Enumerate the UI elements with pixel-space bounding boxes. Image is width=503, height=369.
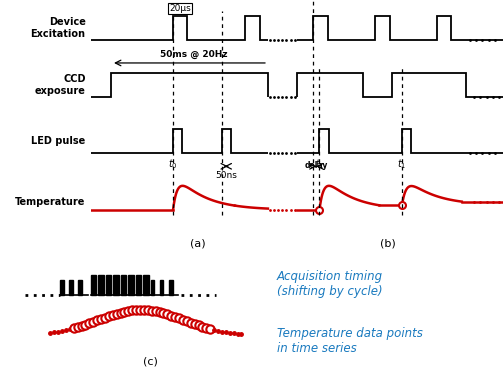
Bar [128, 275, 134, 295]
Bar [78, 280, 82, 295]
Bar [151, 280, 154, 295]
Text: (a): (a) [190, 239, 206, 249]
Text: 50ns: 50ns [215, 171, 237, 180]
Text: Temperature: Temperature [15, 197, 86, 207]
Bar [60, 280, 64, 295]
Text: $t_0$: $t_0$ [168, 158, 178, 171]
Text: $t_1$: $t_1$ [315, 158, 324, 171]
Bar [160, 280, 163, 295]
Bar [69, 280, 73, 295]
Text: CCD
exposure: CCD exposure [35, 74, 86, 96]
Bar [143, 275, 149, 295]
Text: Temperature data points
in time series: Temperature data points in time series [277, 327, 423, 355]
Text: (c): (c) [143, 356, 158, 366]
Text: 20μs: 20μs [169, 4, 191, 13]
Text: 50ms @ 20Hz: 50ms @ 20Hz [160, 50, 227, 59]
Text: LED pulse: LED pulse [31, 136, 86, 146]
Bar [113, 275, 119, 295]
Bar [169, 280, 173, 295]
Text: delay: delay [305, 162, 328, 170]
Text: Device
Excitation: Device Excitation [31, 17, 86, 39]
Text: $t_1$: $t_1$ [397, 158, 406, 171]
Bar [136, 275, 141, 295]
Bar [91, 275, 96, 295]
Bar [121, 275, 126, 295]
Text: (b): (b) [380, 239, 395, 249]
Text: Acquisition timing
(shifting by cycle): Acquisition timing (shifting by cycle) [277, 270, 383, 298]
Bar [98, 275, 104, 295]
Bar [106, 275, 111, 295]
